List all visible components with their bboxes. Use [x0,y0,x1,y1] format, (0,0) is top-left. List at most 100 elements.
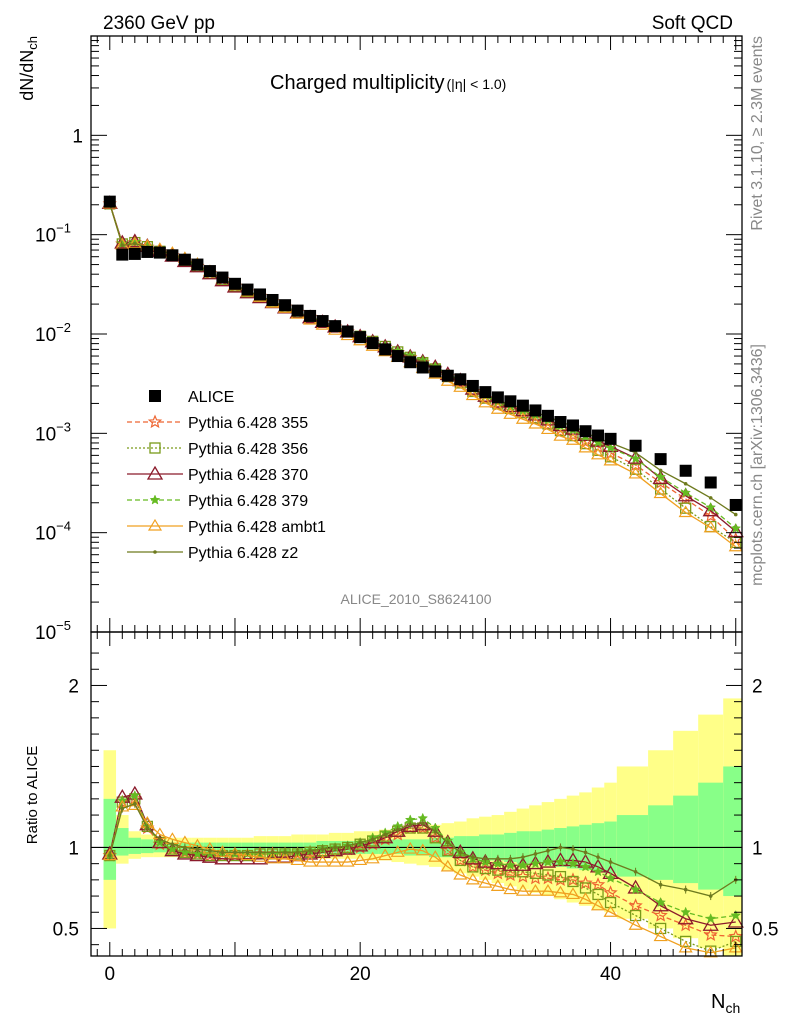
ratio-point-370 [702,916,719,931]
main-point-ambt1 [703,520,718,533]
ratio-point-379 [505,859,516,870]
main-point-379 [630,453,641,464]
ratio-point-370 [352,837,369,852]
main-point-ambt1 [628,466,643,479]
ratio-point-ambt1 [603,905,618,917]
ratio-point-355 [528,870,543,885]
axes: 0 20 40 1 10−1 10−2 10−3 10−4 10−5 0.5 0.5 1 1 2 2 [35,35,778,985]
main-point-ambt1 [490,402,505,414]
alice-data-point [629,439,642,452]
main-point-379 [730,522,742,534]
ratio-point-370 [364,834,381,849]
main-point-ambt1 [565,433,581,445]
ratio-point-355 [340,841,355,856]
ratio-point-z2 [370,837,375,842]
ratio-point-ambt1 [553,885,568,898]
ratio-point-355 [590,877,606,891]
ratio-point-z2 [320,847,325,851]
alice-data-point [391,350,404,363]
ratio-point-z2 [183,845,187,850]
ratio-point-z2 [458,850,463,855]
alice-data-point [379,343,392,356]
alice-data-point [266,293,279,306]
legend-marker-355 [147,414,163,429]
legend-label-356: Pythia 6.428 356 [188,441,308,458]
alice-data-point [304,309,317,322]
main-point-355 [553,424,568,438]
alice-data-point [654,453,667,466]
ratio-point-379 [129,789,141,801]
ratio-point-z2 [308,848,312,853]
ratio-point-z2 [145,826,150,830]
ratio-point-379 [555,856,566,867]
ratio-point-ambt1 [340,854,355,867]
ratio-point-355 [465,859,481,874]
ratio-point-370 [276,848,294,863]
ratio-point-379 [517,859,529,870]
alice-data-point [529,404,542,417]
ratio-point-z2 [420,821,425,825]
alice-data-point [416,361,429,374]
ratio-point-z2 [133,801,137,806]
ratio-point-ambt1 [403,841,418,854]
ratio-point-z2 [408,822,413,827]
ratio-frame [90,631,743,957]
main-point-ambt1 [653,486,668,499]
ratio-point-370 [339,840,356,855]
legend-label-ambt1: Pythia 6.428 ambt1 [188,519,326,536]
ratio-point-z2 [233,850,237,855]
ratio-point-356 [629,909,642,922]
ratio-point-ambt1 [252,850,268,862]
ratio-point-370 [189,847,206,862]
y-tick-label-main: 10−5 [35,618,71,644]
alice-data-point [316,315,329,328]
alice-data-point [116,248,129,261]
ratio-point-355 [453,852,468,867]
ratio-point-z2 [170,842,175,847]
ratio-point-370 [264,848,281,863]
ratio-point-379 [580,861,591,872]
alice-data-point [404,356,417,369]
ratio-point-ambt1 [703,945,718,958]
y-tick-label-ratio-left: 1 [68,838,79,859]
y-label-main-sub: ch [25,36,40,50]
ratio-point-379 [655,896,666,908]
main-frame [90,35,743,633]
ratio-point-370 [427,822,444,837]
alice-data-point [704,476,717,489]
ratio-point-355 [478,862,493,877]
alice-data-point [166,249,179,262]
x-tick-label: 0 [104,964,115,985]
alice-data-point [679,464,692,477]
ratio-point-355 [515,869,531,883]
ratio-point-z2 [596,855,600,859]
y-tick-label-main: 10−3 [35,419,71,445]
alice-data-point [203,265,216,278]
ratio-point-ambt1 [365,851,380,864]
main-point-ambt1 [578,440,593,453]
y-tick-label-ratio-left: 0.5 [53,919,79,940]
main-point-379 [680,487,692,498]
alice-data-point [479,386,492,399]
ratio-point-ambt1 [515,884,530,896]
ratio-point-355 [553,872,568,886]
alice-data-point [329,320,342,333]
ratio-point-355 [603,885,618,899]
legend-label-379: Pythia 6.428 379 [188,493,308,510]
legend-label-ALICE: ALICE [188,389,234,406]
alice-data-point [228,277,241,290]
alice-data-point [354,331,367,344]
ratio-point-z2 [120,806,125,811]
ratio-point-z2 [333,845,337,850]
ratio-point-370 [552,852,569,867]
ratio-point-355 [653,907,668,922]
ratio-point-z2 [533,852,538,856]
main-point-z2 [733,512,738,517]
ratio-point-ambt1 [303,854,318,867]
alice-data-point [216,271,229,284]
alice-data-point [291,304,304,317]
ratio-point-355 [540,870,556,885]
ratio-point-ambt1 [578,892,593,904]
ratio-point-379 [680,906,692,917]
alice-data-point [241,283,254,296]
